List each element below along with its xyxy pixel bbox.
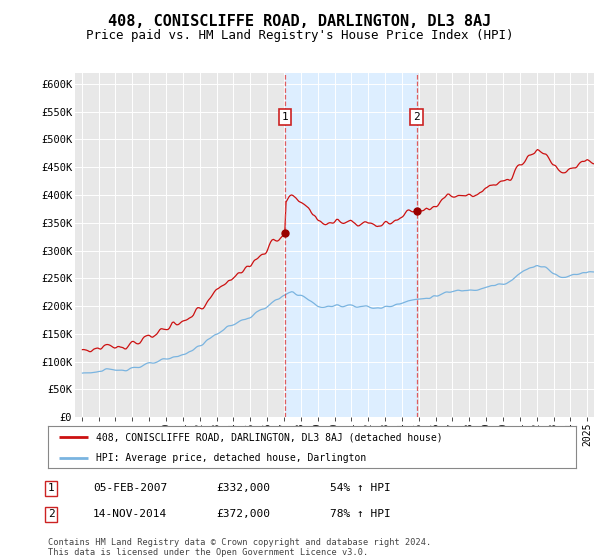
Text: 2: 2 <box>413 112 420 122</box>
Text: £372,000: £372,000 <box>216 509 270 519</box>
Text: £332,000: £332,000 <box>216 483 270 493</box>
Bar <box>285 73 416 417</box>
Text: 78% ↑ HPI: 78% ↑ HPI <box>330 509 391 519</box>
Text: 1: 1 <box>47 483 55 493</box>
Text: 408, CONISCLIFFE ROAD, DARLINGTON, DL3 8AJ (detached house): 408, CONISCLIFFE ROAD, DARLINGTON, DL3 8… <box>95 432 442 442</box>
Text: 1: 1 <box>282 112 289 122</box>
Text: 2: 2 <box>47 509 55 519</box>
Text: 14-NOV-2014: 14-NOV-2014 <box>93 509 167 519</box>
Text: HPI: Average price, detached house, Darlington: HPI: Average price, detached house, Darl… <box>95 454 366 463</box>
Text: 05-FEB-2007: 05-FEB-2007 <box>93 483 167 493</box>
Text: 54% ↑ HPI: 54% ↑ HPI <box>330 483 391 493</box>
Text: Contains HM Land Registry data © Crown copyright and database right 2024.
This d: Contains HM Land Registry data © Crown c… <box>48 538 431 557</box>
Text: Price paid vs. HM Land Registry's House Price Index (HPI): Price paid vs. HM Land Registry's House … <box>86 29 514 42</box>
Text: 408, CONISCLIFFE ROAD, DARLINGTON, DL3 8AJ: 408, CONISCLIFFE ROAD, DARLINGTON, DL3 8… <box>109 14 491 29</box>
